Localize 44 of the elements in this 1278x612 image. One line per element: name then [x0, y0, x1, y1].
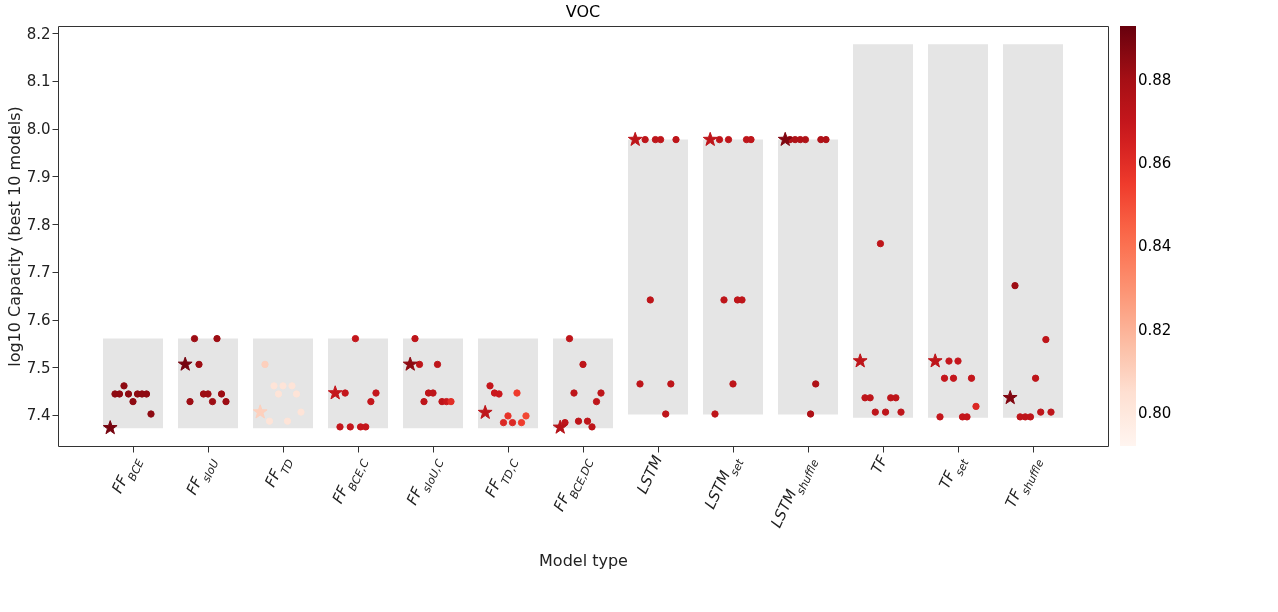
color-bar-label: 0.86 [1138, 154, 1172, 173]
color-bar-label: 0.80 [1138, 403, 1172, 422]
y-tick-label: 8.2 [26, 24, 51, 43]
point [702, 131, 718, 146]
color-bar-label: 0.82 [1138, 320, 1172, 339]
point [1002, 390, 1018, 405]
x-axis-title: Model type [539, 550, 628, 570]
bar [553, 338, 613, 429]
y-tick-label: 7.6 [26, 311, 51, 330]
point [627, 131, 643, 146]
bar [103, 338, 163, 429]
bar [1003, 44, 1063, 418]
point [327, 385, 343, 400]
point [477, 404, 493, 419]
y-tick-label: 7.7 [26, 263, 51, 282]
point [252, 404, 268, 419]
y-tick-label: 7.8 [26, 215, 51, 234]
y-axis-title: log10 Capacity (best 10 models) [4, 106, 24, 367]
color-bar-label: 0.88 [1138, 71, 1172, 90]
point [552, 419, 568, 434]
y-tick-label: 7.5 [26, 358, 51, 377]
point [852, 353, 868, 368]
point [777, 131, 793, 146]
point [102, 420, 118, 435]
bar [178, 338, 238, 429]
bar [478, 338, 538, 429]
color-bar-label: 0.84 [1138, 237, 1172, 256]
x-tick-label: TF [867, 452, 892, 477]
bar [403, 338, 463, 429]
x-tick-label: LSTM [632, 452, 667, 497]
bar [928, 44, 988, 418]
bar [853, 44, 913, 418]
y-tick-label: 7.9 [26, 167, 51, 186]
bar [628, 139, 688, 415]
bar [703, 139, 763, 415]
bar [778, 139, 838, 415]
chart-title: VOC [565, 2, 601, 21]
bar [328, 338, 388, 429]
y-tick-label: 8.0 [26, 120, 51, 139]
y-tick-label: 8.1 [26, 72, 51, 91]
point [402, 356, 418, 371]
point [927, 353, 943, 368]
y-tick-label: 7.4 [26, 406, 51, 425]
point [177, 356, 193, 371]
